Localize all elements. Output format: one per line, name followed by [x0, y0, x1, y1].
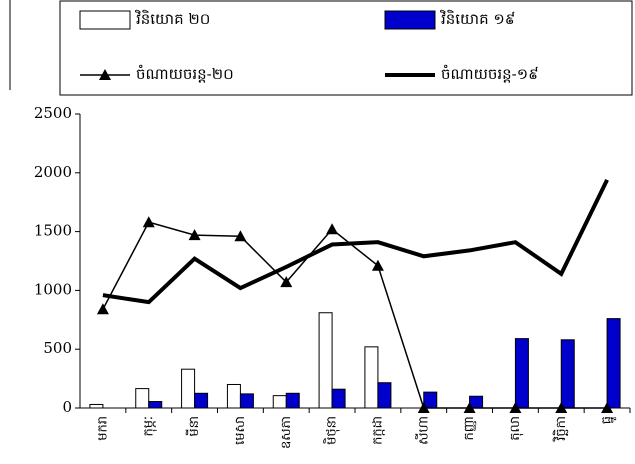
bar: [135, 388, 150, 409]
bar: [272, 395, 287, 409]
y-tick-label: 0: [62, 398, 72, 416]
bar: [318, 312, 333, 409]
bar: [194, 392, 209, 409]
marker: [96, 303, 109, 315]
marker: [555, 402, 568, 413]
x-tick-label: មិថុនា: [323, 416, 341, 445]
x-tick-label: មេសា: [233, 416, 248, 445]
y-tick-label: 1500: [34, 222, 72, 240]
y-tick-label: 1000: [34, 280, 72, 298]
legend-label: វិនិយោគ ១៩: [440, 9, 516, 28]
bar: [181, 368, 196, 409]
bar: [514, 338, 529, 409]
x-tick-label: វិច្ឆិកា: [552, 416, 569, 442]
legend-label: វិនិយោគ ២០: [135, 9, 211, 28]
line: [102, 178, 609, 305]
x-tick-label: ធ្នូ: [600, 416, 617, 424]
legend-box: [59, 0, 633, 96]
marker: [188, 229, 201, 241]
marker: [142, 216, 155, 228]
legend-label: ចំណាយចរន្ត-២០: [136, 64, 234, 83]
y-tick-label: 500: [43, 339, 72, 357]
x-tick-label: មករា: [95, 416, 110, 441]
bar: [331, 388, 346, 409]
marker: [463, 402, 476, 413]
marker: [234, 230, 247, 242]
bar: [239, 393, 254, 409]
line: [102, 221, 608, 409]
marker: [509, 402, 522, 413]
bar: [560, 339, 575, 409]
x-tick-label: កុម្ភៈ: [141, 416, 157, 436]
marker: [326, 223, 339, 235]
legend-swatch: [384, 10, 436, 30]
bar: [148, 401, 163, 409]
x-tick-label: ឧសភា: [279, 416, 294, 449]
bar: [606, 318, 621, 409]
x-tick-label: តុលា: [508, 416, 524, 441]
marker: [601, 402, 614, 413]
y-tick-label: 2000: [34, 163, 72, 181]
x-tick-label: កញ្ញា: [462, 416, 477, 441]
x-tick-label: កក្កដា: [370, 416, 385, 445]
marker: [280, 276, 293, 288]
marker: [417, 402, 430, 413]
bar: [377, 382, 392, 409]
bar: [226, 383, 241, 409]
x-tick-label: សីហា: [414, 416, 431, 445]
legend-swatch: [79, 10, 131, 30]
bar: [285, 392, 300, 409]
y-tick-label: 2500: [34, 104, 72, 122]
x-tick-label: មីនា: [185, 416, 202, 437]
bar: [364, 346, 379, 409]
bar: [89, 403, 104, 409]
marker: [371, 259, 384, 271]
legend-label: ចំណាយចរន្ត-១៩: [441, 64, 539, 83]
legend-marker: [99, 69, 111, 80]
